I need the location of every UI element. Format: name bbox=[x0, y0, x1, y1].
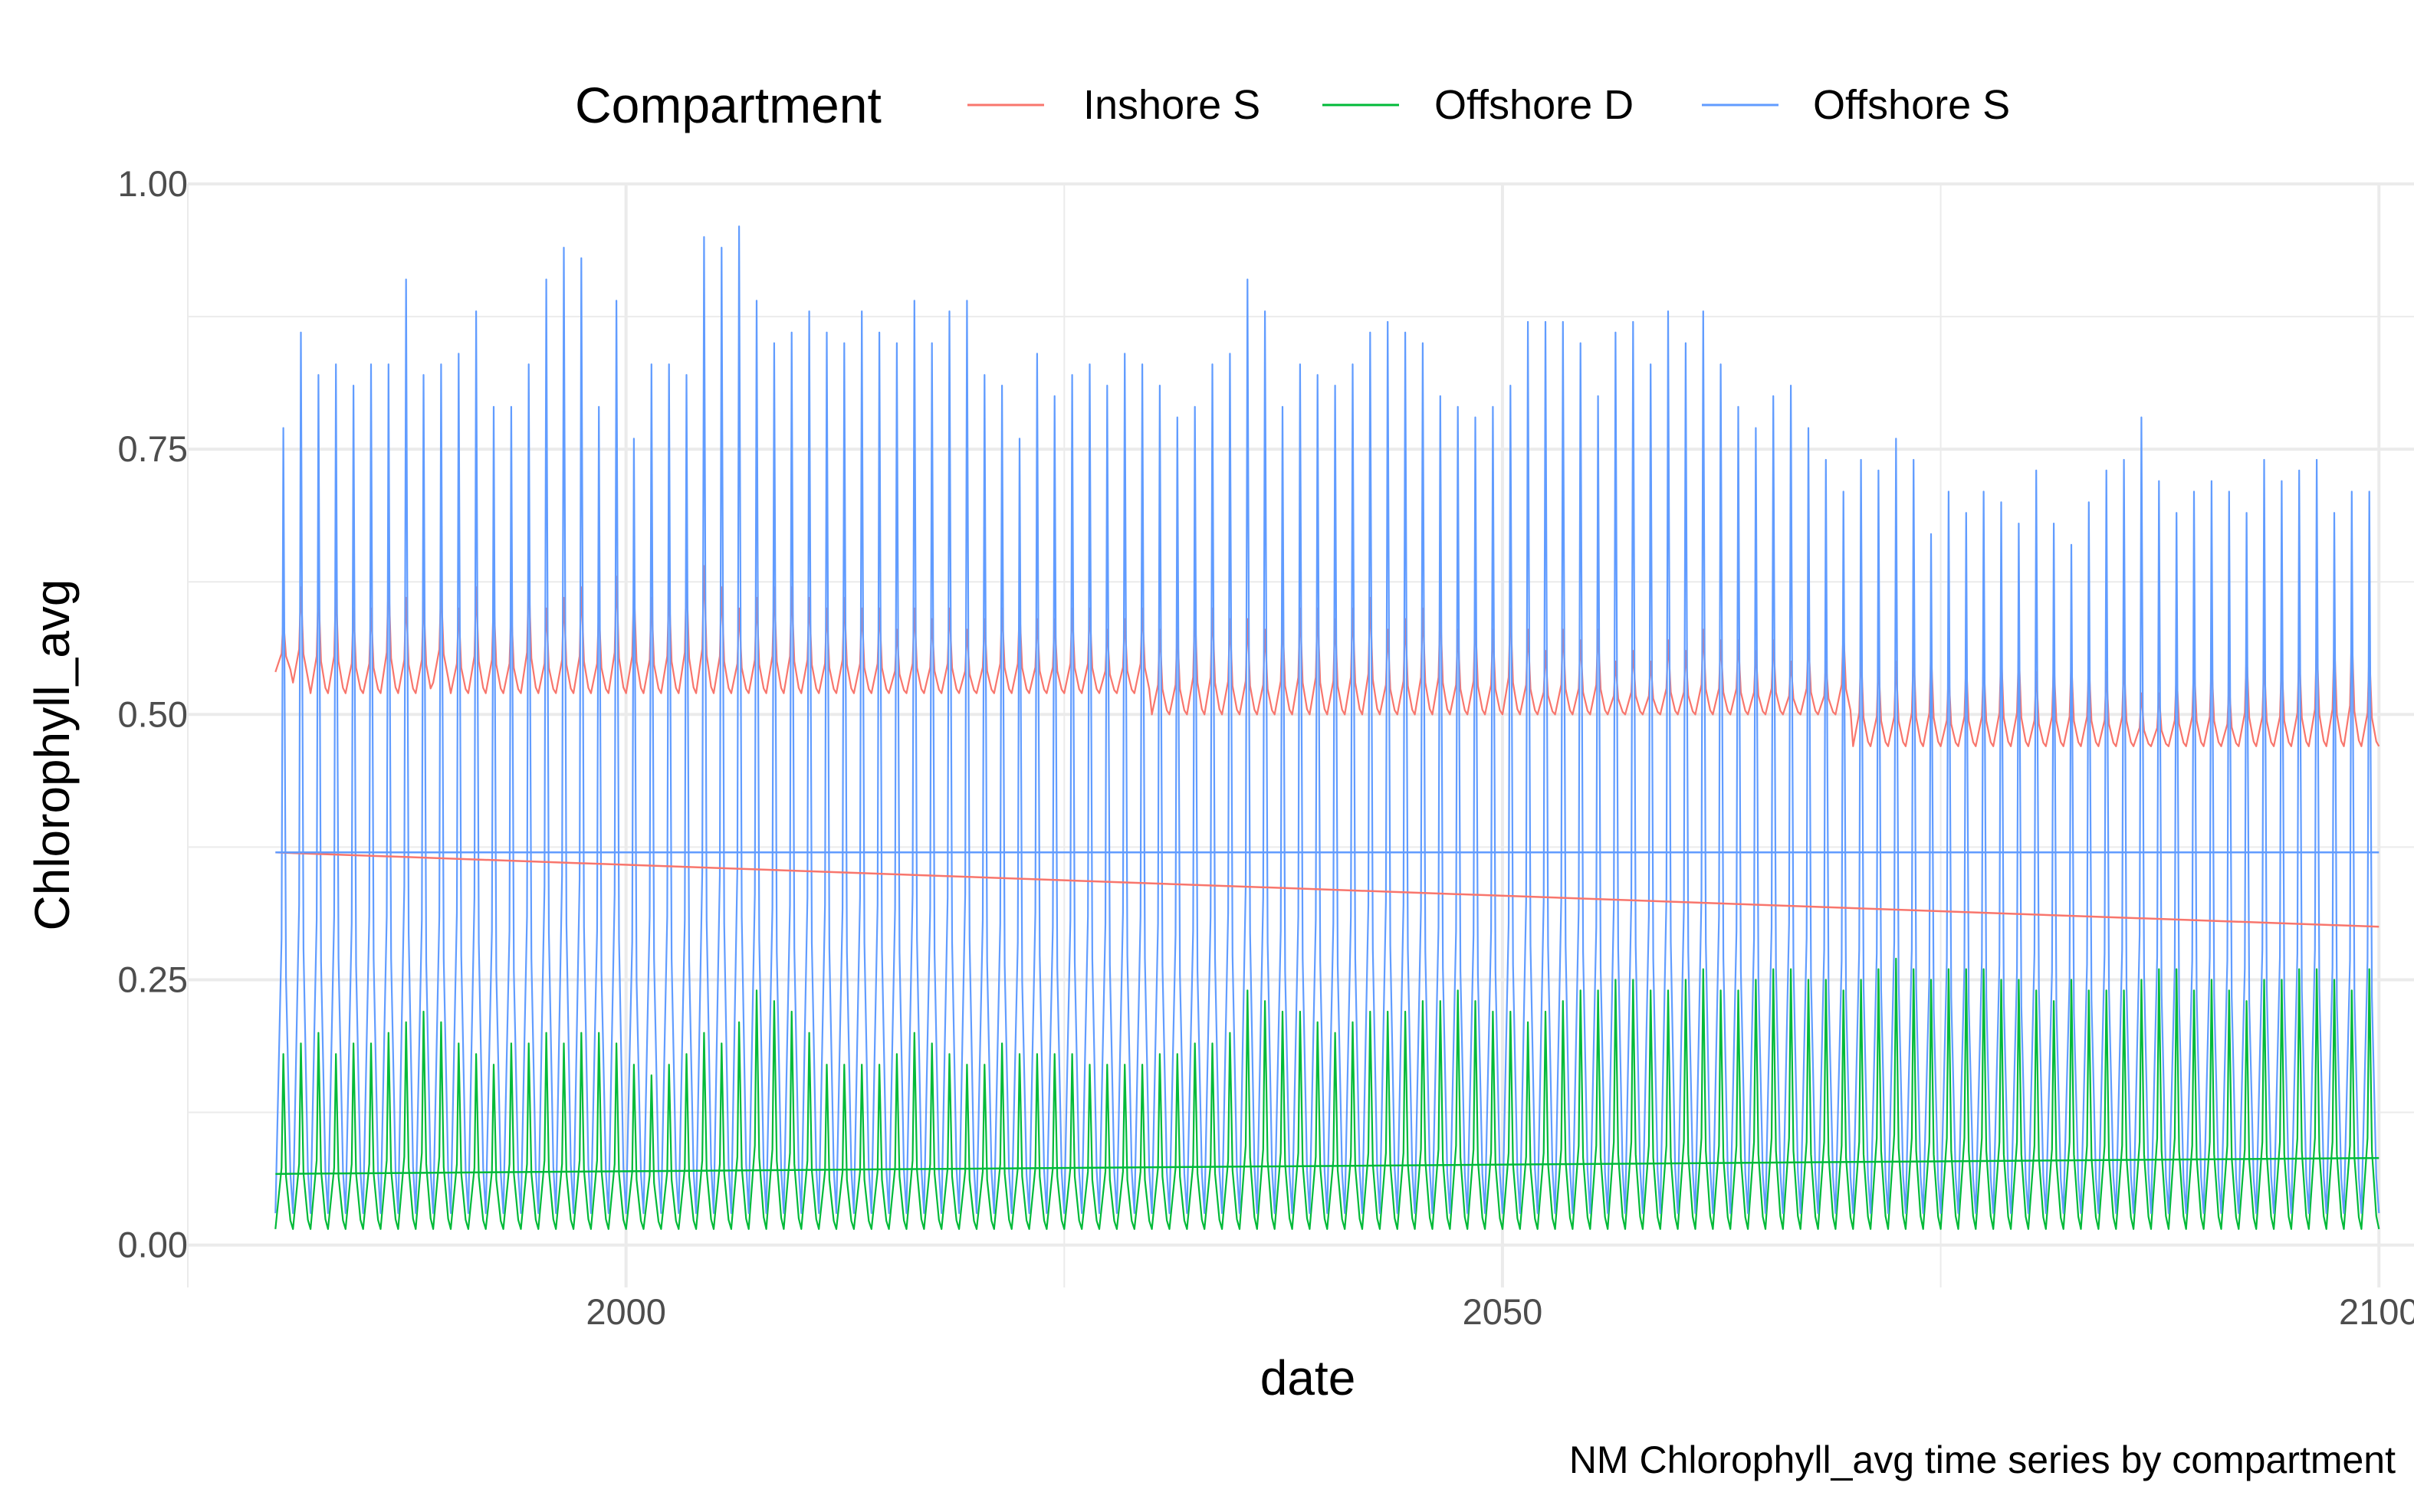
y-axis-label: Chlorophyll_avg bbox=[25, 579, 80, 931]
legend-title: Compartment bbox=[575, 77, 882, 133]
axis-layer: 0.00 0.25 0.50 0.75 1.00 2000 2050 2100 bbox=[118, 163, 2414, 1332]
grid-layer bbox=[187, 182, 2414, 1287]
x-axis-label: date bbox=[1260, 1350, 1356, 1405]
legend-label-inshore-s: Inshore S bbox=[1083, 82, 1260, 128]
series-line-inshore-s bbox=[274, 565, 2380, 747]
series-line-offshore-s bbox=[274, 225, 2380, 1215]
series-layer bbox=[274, 225, 2380, 1230]
legend: Compartment Inshore S Offshore D Offshor… bbox=[575, 77, 2010, 133]
y-tick-label: 0.75 bbox=[118, 428, 188, 469]
series-trend-offshore-d bbox=[275, 1156, 2380, 1176]
series-trend-inshore-s bbox=[275, 851, 2380, 928]
y-tick-label: 1.00 bbox=[118, 163, 188, 204]
chart-caption: NM Chlorophyll_avg time series by compar… bbox=[1569, 1438, 2396, 1481]
series-line-offshore-d bbox=[274, 957, 2380, 1230]
legend-label-offshore-d: Offshore D bbox=[1434, 82, 1634, 128]
y-tick-label: 0.00 bbox=[118, 1225, 188, 1265]
y-tick-label: 0.25 bbox=[118, 959, 188, 999]
x-tick-label: 2050 bbox=[1463, 1291, 1543, 1332]
legend-label-offshore-s: Offshore S bbox=[1813, 82, 2010, 128]
y-tick-label: 0.50 bbox=[118, 694, 188, 734]
x-tick-label: 2000 bbox=[586, 1291, 666, 1332]
x-tick-label: 2100 bbox=[2339, 1291, 2414, 1332]
